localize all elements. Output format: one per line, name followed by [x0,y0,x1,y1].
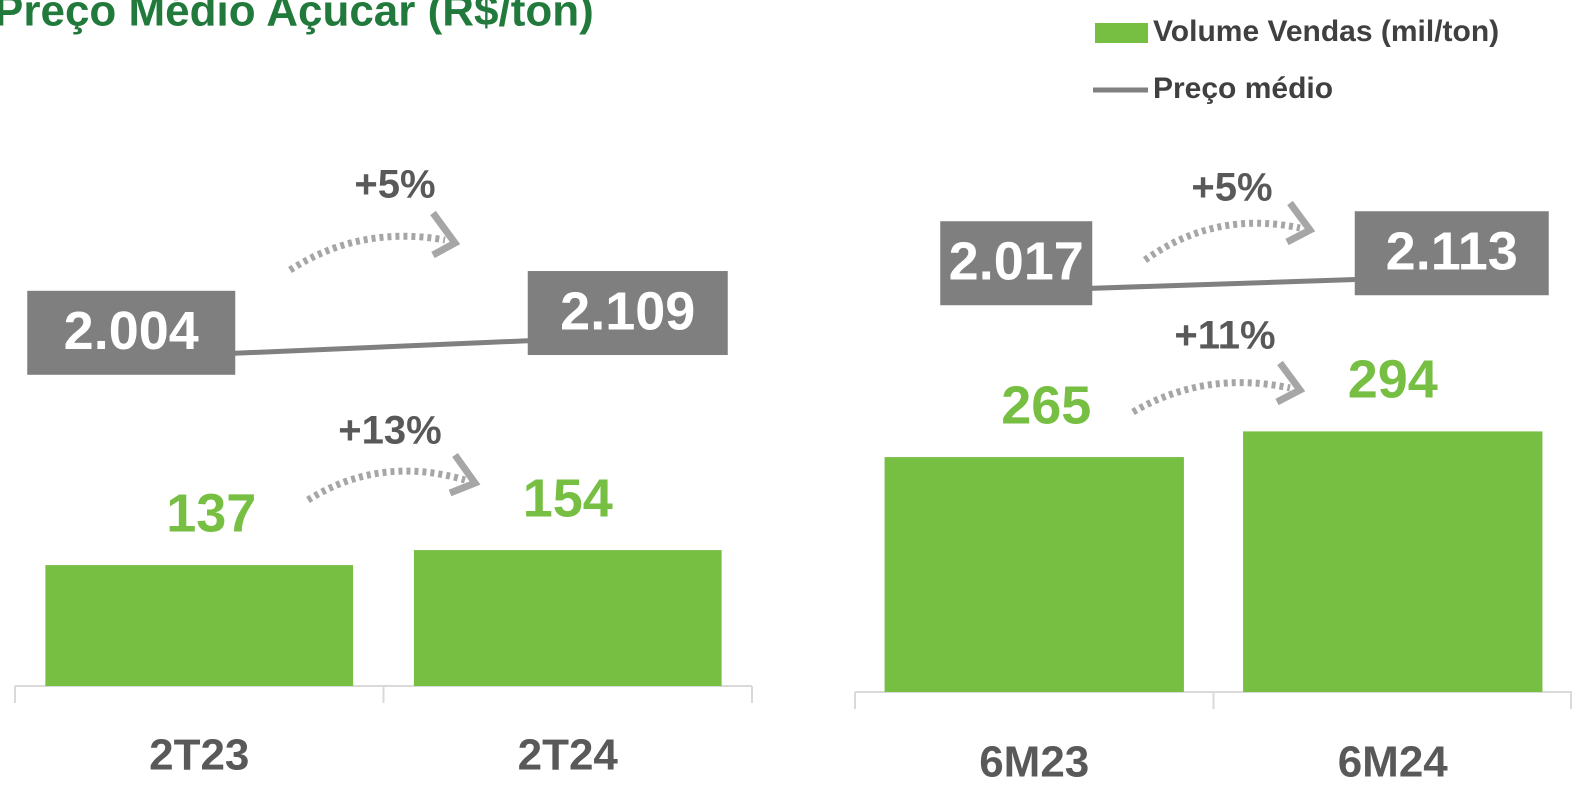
x-tick-label: 2T24 [518,731,619,780]
legend-swatch [1095,23,1148,43]
arrow [1142,219,1301,263]
annotation: +11% [1174,314,1275,358]
value-label: 2.109 [560,281,695,341]
x-tick-label: 6M24 [1338,738,1449,787]
annotation: +13% [338,409,441,453]
value-label: 2.017 [949,231,1084,291]
annotation: +5% [354,163,435,207]
annotation: +5% [1191,166,1272,210]
bar [1243,431,1543,692]
bar [45,565,354,686]
chart-title: Preço Médio Açucar (R$/ton) [0,0,594,36]
bar [884,457,1184,692]
price-line [199,336,568,358]
bar-label: 265 [1001,375,1091,435]
arrow-head [1285,200,1316,246]
bar-label: 154 [523,468,613,528]
x-tick-label: 2T23 [149,731,249,780]
bar-label: 137 [166,483,256,543]
legend-label: Preço médio [1153,72,1333,105]
value-label-box [940,221,1093,306]
x-tick-label: 6M23 [979,738,1089,787]
arrow [306,467,466,503]
arrow-head [1275,360,1306,406]
arrow-head [448,452,481,497]
legend-label: Volume Vendas (mil/ton) [1153,15,1499,48]
arrow [1131,379,1291,416]
arrow [288,232,446,273]
price-line [1034,275,1393,293]
bar-label: 294 [1348,350,1438,410]
trend-arrows [288,200,1316,503]
value-label-box [527,271,728,356]
arrow-head [430,210,461,259]
value-label: 2.113 [1386,222,1518,282]
bar [413,550,722,686]
value-label: 2.004 [64,301,199,361]
value-label-box [1354,211,1549,296]
value-label-box [27,290,236,375]
